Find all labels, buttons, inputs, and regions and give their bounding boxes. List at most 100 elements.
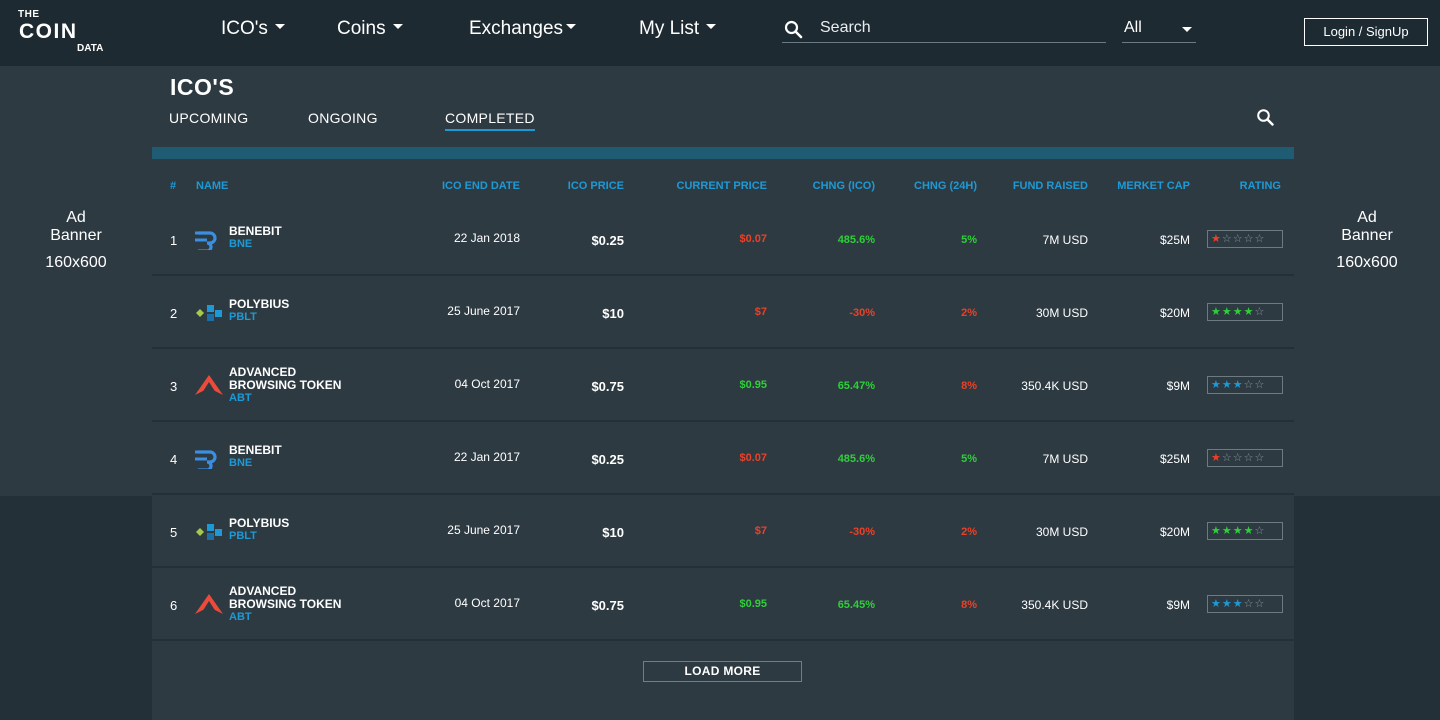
change-ico: 65.45% (837, 599, 875, 611)
abt-icon (194, 374, 224, 399)
ico-price: $0.75 (591, 598, 624, 613)
ad-banner-left[interactable]: Ad Banner 160x600 (0, 66, 152, 496)
ico-price: $0.25 (591, 233, 624, 248)
tab-ongoing[interactable]: ONGOING (308, 110, 378, 126)
column-header-ico-price[interactable]: ICO PRICE (567, 180, 624, 192)
abt-icon (194, 593, 224, 618)
rating-stars[interactable]: ★☆☆☆☆ (1207, 230, 1283, 248)
nav-exchanges[interactable]: Exchanges (469, 18, 577, 40)
rating-stars[interactable]: ★☆☆☆☆ (1207, 449, 1283, 467)
star-filled-icon: ★ (1211, 306, 1222, 318)
coin-name[interactable]: POLYBIUS PBLT (229, 298, 289, 324)
row-index: 3 (170, 379, 178, 394)
change-24h: 2% (961, 307, 977, 319)
ad-banner-right[interactable]: Ad Banner 160x600 (1294, 66, 1440, 496)
chevron-down-icon (274, 24, 285, 30)
logo-the: THE (18, 9, 40, 20)
coin-name[interactable]: POLYBIUS PBLT (229, 517, 289, 543)
coin-name-line1: POLYBIUS (229, 516, 290, 530)
coin-name-line1: BENEBIT (229, 443, 282, 457)
table-row[interactable]: 2 POLYBIUS PBLT 25 June 2017 $10 $7 -30% 2% 30M … (152, 277, 1294, 349)
search-input[interactable] (820, 17, 1100, 39)
ico-panel: ICO'S UPCOMING ONGOING COMPLETED # NAME … (152, 66, 1294, 720)
fund-raised: 30M USD (1035, 525, 1088, 539)
column-header-rating[interactable]: RATING (1239, 180, 1281, 192)
star-filled-icon: ★ (1211, 598, 1222, 610)
coin-symbol: ABT (229, 611, 252, 623)
star-filled-icon: ★ (1243, 525, 1255, 537)
coin-symbol: BNE (229, 238, 253, 250)
ico-price: $10 (602, 306, 624, 321)
star-filled-icon: ★ (1211, 379, 1222, 391)
table-row[interactable]: 6 ADVANCED BROWSING TOKEN ABT 04 Oct 2017 $0.… (152, 569, 1294, 641)
nav-coins[interactable]: Coins (337, 18, 403, 40)
current-price: $0.95 (739, 598, 767, 610)
current-price: $7 (754, 306, 767, 318)
column-header-chng-ico[interactable]: CHNG (ICO) (812, 180, 875, 192)
coin-name-line1: ADVANCED (229, 365, 297, 379)
star-empty-icon: ☆ (1254, 306, 1266, 318)
ad-banner-line2: Banner (50, 227, 102, 244)
table-row[interactable]: 5 POLYBIUS PBLT 25 June 2017 $10 $7 -30% 2% 30M … (152, 496, 1294, 568)
top-header: THE COIN DATA ICO's Coins Exchanges My L… (0, 0, 1440, 66)
star-empty-icon: ☆ (1243, 379, 1255, 391)
benebit-icon (194, 449, 220, 472)
rating-stars[interactable]: ★★★☆☆ (1207, 595, 1283, 613)
coin-symbol: BNE (229, 457, 253, 469)
search-icon[interactable] (784, 20, 804, 40)
category-select[interactable]: All (1122, 14, 1196, 43)
coin-name[interactable]: ADVANCED BROWSING TOKEN ABT (229, 366, 341, 405)
ico-end-date: 22 Jan 2017 (453, 450, 520, 464)
column-header-end-date[interactable]: ICO END DATE (441, 180, 520, 192)
coin-name[interactable]: BENEBIT BNE (229, 225, 282, 251)
coin-name[interactable]: BENEBIT BNE (229, 444, 282, 470)
polybius-icon (194, 522, 224, 545)
change-ico: -30% (849, 307, 875, 319)
ad-banner-line1: Ad (66, 209, 86, 226)
tab-upcoming[interactable]: UPCOMING (169, 110, 249, 126)
load-more-button[interactable]: LOAD MORE (643, 661, 802, 682)
market-cap: $25M (1159, 452, 1190, 466)
current-price: $0.07 (739, 452, 767, 464)
current-price: $0.95 (739, 379, 767, 391)
market-cap: $9M (1166, 379, 1190, 393)
nav-my-list-label: My List (639, 18, 700, 39)
chevron-down-icon (1182, 27, 1192, 32)
table-row[interactable]: 4 BENEBIT BNE 22 Jan 2017 $0.25 $0.07 485.6% 5%… (152, 423, 1294, 495)
logo-data: DATA (77, 43, 104, 54)
site-logo[interactable]: THE COIN DATA (18, 9, 108, 57)
table-row[interactable]: 1 BENEBIT BNE 22 Jan 2018 $0.25 $0.07 485.6% 5%… (152, 204, 1294, 276)
change-24h: 8% (961, 380, 977, 392)
ad-banner-line1: Ad (1357, 209, 1377, 226)
rating-stars[interactable]: ★★★☆☆ (1207, 376, 1283, 394)
nav-icos[interactable]: ICO's (221, 18, 285, 40)
row-index: 4 (170, 452, 178, 467)
search-icon[interactable] (1256, 108, 1276, 128)
column-header-market-cap[interactable]: MERKET CAP (1117, 180, 1190, 192)
tab-completed[interactable]: COMPLETED (445, 110, 535, 131)
column-header-fund-raised[interactable]: FUND RAISED (1012, 180, 1088, 192)
column-header-chng-24h[interactable]: CHNG (24H) (914, 180, 977, 192)
ad-banner-size: 160x600 (45, 254, 107, 271)
nav-my-list[interactable]: My List (639, 18, 717, 40)
ad-banner-line2: Banner (1341, 227, 1393, 244)
nav-icos-label: ICO's (221, 18, 268, 39)
star-filled-icon: ★ (1221, 306, 1233, 318)
star-empty-icon: ☆ (1243, 233, 1255, 245)
category-select-value: All (1124, 19, 1142, 36)
rating-stars[interactable]: ★★★★☆ (1207, 522, 1283, 540)
star-filled-icon: ★ (1221, 598, 1233, 610)
coin-name[interactable]: ADVANCED BROWSING TOKEN ABT (229, 585, 341, 624)
column-header-name[interactable]: NAME (196, 180, 229, 192)
ico-end-date: 04 Oct 2017 (454, 377, 520, 391)
rating-stars[interactable]: ★★★★☆ (1207, 303, 1283, 321)
login-signup-button[interactable]: Login / SignUp (1304, 18, 1428, 46)
chevron-down-icon (392, 24, 403, 30)
coin-name-line1: POLYBIUS (229, 297, 290, 311)
ad-banner-label: Ad Banner (0, 209, 152, 245)
star-empty-icon: ☆ (1243, 452, 1255, 464)
row-index: 1 (170, 233, 178, 248)
table-row[interactable]: 3 ADVANCED BROWSING TOKEN ABT 04 Oct 2017 $0.… (152, 350, 1294, 422)
ico-price: $0.25 (591, 452, 624, 467)
column-header-current-price[interactable]: CURRENT PRICE (676, 180, 767, 192)
